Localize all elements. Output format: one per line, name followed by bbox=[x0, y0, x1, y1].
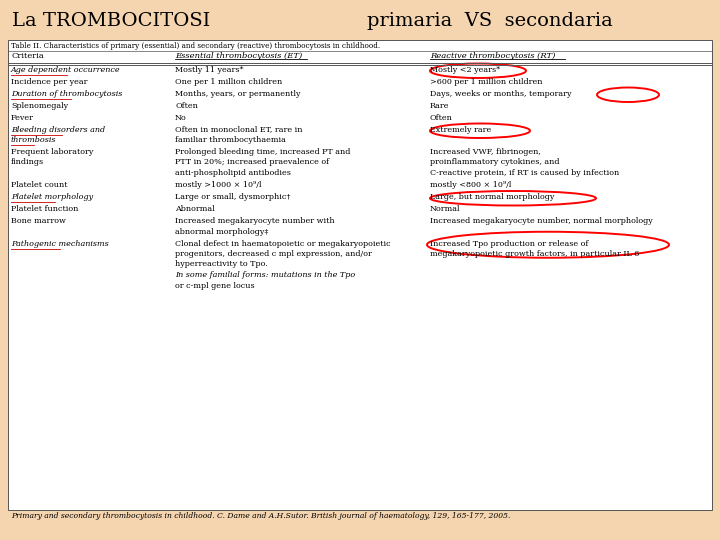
Text: hyperreactivity to Tpo.: hyperreactivity to Tpo. bbox=[175, 260, 268, 268]
Text: Prolonged bleeding time, increased PT and: Prolonged bleeding time, increased PT an… bbox=[175, 148, 351, 156]
Text: Abnormal: Abnormal bbox=[175, 205, 215, 213]
Text: Increased VWF, fibrinogen,: Increased VWF, fibrinogen, bbox=[430, 148, 541, 156]
Text: primaria  VS  secondaria: primaria VS secondaria bbox=[367, 12, 613, 30]
Text: La TROMBOCITOSI: La TROMBOCITOSI bbox=[12, 12, 210, 30]
Text: Reactive thrombocytosis (RT): Reactive thrombocytosis (RT) bbox=[430, 52, 555, 60]
Text: mostly <800 × 10⁹/l: mostly <800 × 10⁹/l bbox=[430, 181, 511, 189]
Text: findings: findings bbox=[11, 159, 44, 166]
Text: anti-phospholipid antibodies: anti-phospholipid antibodies bbox=[175, 169, 291, 177]
Text: Criteria: Criteria bbox=[11, 52, 44, 60]
Text: Primary and secondary thrombocytosis in childhood. C. Dame and A.H.Sutor. Britis: Primary and secondary thrombocytosis in … bbox=[11, 512, 510, 520]
Text: Pathogenic mechanisms: Pathogenic mechanisms bbox=[11, 240, 109, 247]
Text: Extremely rare: Extremely rare bbox=[430, 125, 491, 133]
Text: PTT in 20%; increased praevalence of: PTT in 20%; increased praevalence of bbox=[175, 159, 329, 166]
Text: Platelet function: Platelet function bbox=[11, 205, 78, 213]
Text: Frequent laboratory: Frequent laboratory bbox=[11, 148, 94, 156]
Text: Increased Tpo production or release of: Increased Tpo production or release of bbox=[430, 240, 588, 247]
Text: In some familial forms: mutations in the Tpo: In some familial forms: mutations in the… bbox=[175, 271, 355, 279]
Text: progenitors, decreased c mpl expression, and/or: progenitors, decreased c mpl expression,… bbox=[175, 250, 372, 258]
Text: Bleeding disorders and: Bleeding disorders and bbox=[11, 125, 105, 133]
Text: No: No bbox=[175, 113, 186, 122]
Text: Table II. Characteristics of primary (essential) and secondary (reactive) thromb: Table II. Characteristics of primary (es… bbox=[11, 42, 380, 50]
Text: Often: Often bbox=[430, 113, 453, 122]
Text: Essential thrombocytosis (ET): Essential thrombocytosis (ET) bbox=[175, 52, 302, 60]
Text: Normal: Normal bbox=[430, 205, 461, 213]
Text: Often: Often bbox=[175, 102, 198, 110]
Text: Increased megakaryocyte number with: Increased megakaryocyte number with bbox=[175, 217, 335, 225]
Text: Platelet morphology: Platelet morphology bbox=[11, 193, 93, 201]
Text: abnormal morphology‡: abnormal morphology‡ bbox=[175, 227, 269, 235]
Text: Bone marrow: Bone marrow bbox=[11, 217, 66, 225]
Text: Mostly <2 years*: Mostly <2 years* bbox=[430, 65, 500, 73]
Text: Often in monoclonal ET, rare in: Often in monoclonal ET, rare in bbox=[175, 125, 302, 133]
Text: proinflammatory cytokines, and: proinflammatory cytokines, and bbox=[430, 159, 559, 166]
Text: One per 1 million children: One per 1 million children bbox=[175, 78, 282, 85]
Text: thrombosis: thrombosis bbox=[11, 136, 56, 144]
Text: Splenomegaly: Splenomegaly bbox=[11, 102, 68, 110]
Text: Large or small, dysmorphic†: Large or small, dysmorphic† bbox=[175, 193, 290, 201]
FancyBboxPatch shape bbox=[8, 40, 712, 510]
Text: Age dependent occurrence: Age dependent occurrence bbox=[11, 65, 121, 73]
Text: mostly >1000 × 10⁹/l: mostly >1000 × 10⁹/l bbox=[175, 181, 261, 189]
Text: Fever: Fever bbox=[11, 113, 34, 122]
Text: Large, but normal morphology: Large, but normal morphology bbox=[430, 193, 554, 201]
Text: Increased megakaryocyte number, normal morphology: Increased megakaryocyte number, normal m… bbox=[430, 217, 653, 225]
Text: megakaryopoietic growth factors, in particular IL 6: megakaryopoietic growth factors, in part… bbox=[430, 250, 639, 258]
Text: familiar thrombocythaemia: familiar thrombocythaemia bbox=[175, 136, 286, 144]
Text: Incidence per year: Incidence per year bbox=[11, 78, 88, 85]
Text: or c-mpl gene locus: or c-mpl gene locus bbox=[175, 281, 255, 289]
Text: Platelet count: Platelet count bbox=[11, 181, 68, 189]
Text: >600 per 1 million children: >600 per 1 million children bbox=[430, 78, 542, 85]
Text: Mostly 11 years*: Mostly 11 years* bbox=[175, 65, 243, 73]
Text: Rare: Rare bbox=[430, 102, 449, 110]
Text: Duration of thrombocytosis: Duration of thrombocytosis bbox=[11, 90, 122, 98]
Text: C-reactive protein, if RT is caused by infection: C-reactive protein, if RT is caused by i… bbox=[430, 169, 619, 177]
Text: Months, years, or permanently: Months, years, or permanently bbox=[175, 90, 300, 98]
Text: Days, weeks or months, temporary: Days, weeks or months, temporary bbox=[430, 90, 572, 98]
Text: Clonal defect in haematopoietic or megakaryopoietic: Clonal defect in haematopoietic or megak… bbox=[175, 240, 391, 247]
